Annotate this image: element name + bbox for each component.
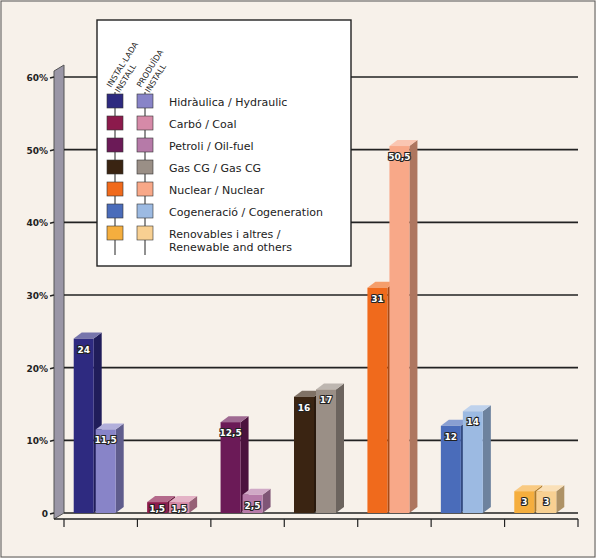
tick-mark (50, 295, 54, 296)
bar-top (463, 405, 491, 411)
legend: INSTAL·LADAINSTALLPRODUÏDAINSTALLHidràul… (97, 20, 351, 266)
legend-label: Cogeneració / Cogeneration (169, 206, 323, 219)
data-label: 12,5 (219, 428, 241, 438)
data-label: 16 (298, 403, 311, 413)
data-label: 3 (543, 497, 549, 507)
tick-mark (50, 368, 54, 369)
legend-label: Nuclear / Nuclear (169, 184, 265, 197)
bar-top (96, 423, 124, 429)
tick-mark (50, 222, 54, 223)
data-labels: 24 1,5 12,5 16 31 12 3 11,5 1,5 2,5 17 50,5 14 3 (77, 152, 549, 514)
bar-side (336, 383, 344, 513)
data-label: 24 (77, 345, 90, 355)
legend-label: Petroli / Oil-fuel (169, 140, 254, 153)
legend-swatch (137, 94, 153, 108)
legend-label: Hidràulica / Hydraulic (169, 96, 287, 109)
tick-label: 0 (42, 509, 48, 519)
axis-wall (54, 65, 64, 519)
legend-swatch (107, 204, 123, 218)
bar-top (243, 489, 271, 495)
tick-label: 20% (26, 364, 48, 374)
tick-mark (50, 513, 54, 514)
tick-label: 10% (26, 436, 48, 446)
bar-top (221, 416, 249, 422)
chart: 0 10% 20% 30% 40% 50% 60% 24 1,5 12,5 16 31 12 3 11,5 1… (0, 0, 596, 558)
legend-swatch (137, 182, 153, 196)
bar (389, 146, 409, 513)
bar (74, 339, 94, 513)
bar (147, 502, 167, 513)
category-separator (63, 519, 64, 527)
bar (169, 502, 189, 513)
data-label: 50,5 (388, 152, 410, 162)
bar (367, 288, 387, 513)
bar-top (389, 140, 417, 146)
legend-swatch (107, 182, 123, 196)
frame (1, 1, 595, 557)
bar (243, 495, 263, 513)
category-separator (284, 519, 285, 527)
data-label: 1,5 (171, 504, 187, 514)
legend-label-line: Renovables i altres / (169, 228, 281, 241)
tick-mark (50, 150, 54, 151)
bar-top (74, 333, 102, 339)
bar-side (116, 423, 124, 513)
category-separator (504, 519, 505, 527)
legend-swatch (107, 226, 123, 240)
data-label: 12 (445, 432, 458, 442)
legend-label: Renovables i altres /Renewable and other… (169, 228, 292, 254)
bar (441, 426, 461, 513)
legend-swatch (137, 160, 153, 174)
legend-swatch (107, 160, 123, 174)
data-label: 14 (467, 417, 480, 427)
legend-swatch (137, 226, 153, 240)
bar (514, 491, 534, 513)
legend-series-name: PRODUÏDAINSTALL (134, 47, 174, 94)
grid-line (64, 367, 578, 369)
bar (294, 397, 314, 513)
data-label: 1,5 (149, 504, 165, 514)
legend-swatch (107, 138, 123, 152)
bar (316, 389, 336, 513)
bar-top (316, 383, 344, 389)
category-separator (137, 519, 138, 527)
data-label: 2,5 (245, 501, 261, 511)
tick-mark (50, 440, 54, 441)
legend-swatch (137, 138, 153, 152)
legend-label: Carbó / Coal (169, 118, 237, 131)
tick-mark (50, 77, 54, 78)
legend-swatch (107, 116, 123, 130)
tick-label: 50% (26, 146, 48, 156)
bar (536, 491, 556, 513)
category-separator (357, 519, 358, 527)
tick-label: 60% (26, 73, 48, 83)
tick-label: 40% (26, 218, 48, 228)
grid-line (64, 294, 578, 296)
category-separator (431, 519, 432, 527)
legend-series-name-line: INSTALL (114, 62, 139, 94)
bar (463, 411, 483, 513)
legend-label: Gas CG / Gas CG (169, 162, 261, 175)
bar-top (169, 496, 197, 502)
category-separator (577, 519, 578, 527)
category-separator (210, 519, 211, 527)
bar-side (483, 405, 491, 513)
data-label: 3 (521, 497, 527, 507)
legend-swatch (137, 116, 153, 130)
bar-side (409, 140, 417, 513)
x-axis (54, 518, 578, 519)
data-label: 17 (320, 395, 333, 405)
data-label: 11,5 (95, 435, 117, 445)
legend-swatch (137, 204, 153, 218)
background (0, 0, 596, 558)
bar-top (536, 485, 564, 491)
legend-label-line: Renewable and others (169, 241, 292, 254)
legend-box (97, 20, 351, 266)
legend-series-name-line: INSTALL (144, 62, 169, 94)
tick-label: 30% (26, 291, 48, 301)
legend-swatch (107, 94, 123, 108)
data-label: 31 (371, 294, 384, 304)
